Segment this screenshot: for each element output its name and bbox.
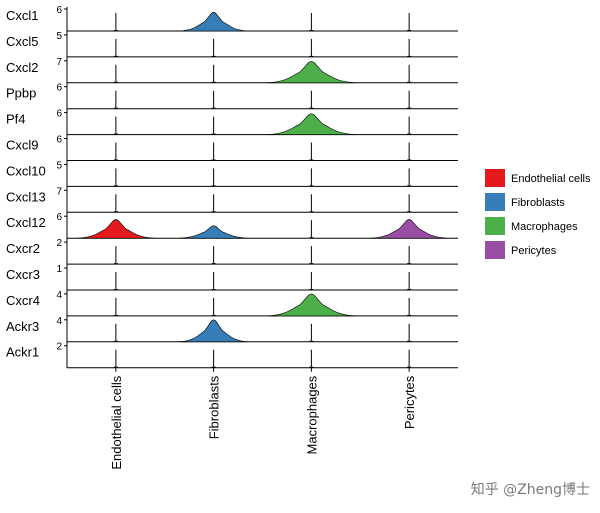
ymax-label-cxcl12: 6: [56, 212, 62, 223]
gene-label-cxcr4: Cxcr4: [6, 293, 40, 308]
gene-label-cxcl12: Cxcl12: [6, 215, 46, 230]
ymax-label-cxcr3: 1: [56, 264, 62, 275]
gene-label-cxcr3: Cxcr3: [6, 267, 40, 282]
gene-label-cxcl10: Cxcl10: [6, 163, 46, 178]
violin-cxcr4-macrophages: [267, 293, 356, 317]
x-tick-label-pericytes: Pericytes: [402, 375, 417, 429]
legend-swatch-fibroblasts: [485, 193, 505, 211]
ymax-label-cxcr2: 2: [56, 238, 62, 249]
legend-label-endothelial-cells: Endothelial cells: [511, 173, 591, 185]
violin-cxcl12-fibroblasts: [179, 225, 248, 239]
violin-cxcl12-pericytes: [371, 219, 448, 239]
violin-cxcl1-fibroblasts: [179, 11, 248, 32]
legend-swatch-endothelial-cells: [485, 169, 505, 187]
watermark-text: 知乎 @Zheng博士: [471, 481, 590, 498]
gene-label-ackr3: Ackr3: [6, 319, 39, 334]
legend-swatch-macrophages: [485, 217, 505, 235]
ymax-label-cxcl5: 5: [56, 31, 62, 42]
x-tick-label-macrophages: Macrophages: [304, 375, 319, 454]
gene-label-cxcr2: Cxcr2: [6, 241, 40, 256]
gene-label-pf4: Pf4: [6, 112, 26, 127]
gene-label-cxcl1: Cxcl1: [6, 8, 39, 23]
gene-label-ackr1: Ackr1: [6, 345, 39, 360]
x-tick-label-endothelial-cells: Endothelial cells: [109, 375, 124, 469]
ymax-label-ackr1: 2: [56, 342, 62, 353]
ymax-label-cxcl10: 5: [56, 160, 62, 171]
ymax-label-cxcl9: 6: [56, 135, 62, 146]
ymax-label-ppbp: 6: [56, 83, 62, 94]
gene-label-cxcl2: Cxcl2: [6, 60, 39, 75]
ymax-label-pf4: 6: [56, 109, 62, 120]
ymax-label-cxcl13: 7: [56, 186, 62, 197]
legend-label-macrophages: Macrophages: [511, 221, 578, 233]
ymax-label-cxcr4: 4: [56, 290, 62, 301]
ymax-label-cxcl1: 6: [56, 5, 62, 16]
violin-cxcl12-endothelial-cells: [77, 219, 154, 239]
legend-swatch-pericytes: [485, 241, 505, 259]
gene-label-cxcl9: Cxcl9: [6, 138, 39, 153]
violin-pf4-macrophages: [267, 113, 356, 135]
legend-label-fibroblasts: Fibroblasts: [511, 197, 565, 209]
gene-label-cxcl5: Cxcl5: [6, 34, 39, 49]
gene-label-ppbp: Ppbp: [6, 86, 36, 101]
legend-label-pericytes: Pericytes: [511, 245, 557, 257]
gene-label-cxcl13: Cxcl13: [6, 189, 46, 204]
violin-ackr3-fibroblasts: [179, 319, 248, 343]
x-tick-label-fibroblasts: Fibroblasts: [207, 375, 222, 439]
violin-cxcl2-macrophages: [267, 61, 356, 84]
ymax-label-ackr3: 4: [56, 316, 62, 327]
ymax-label-cxcl2: 7: [56, 57, 62, 68]
